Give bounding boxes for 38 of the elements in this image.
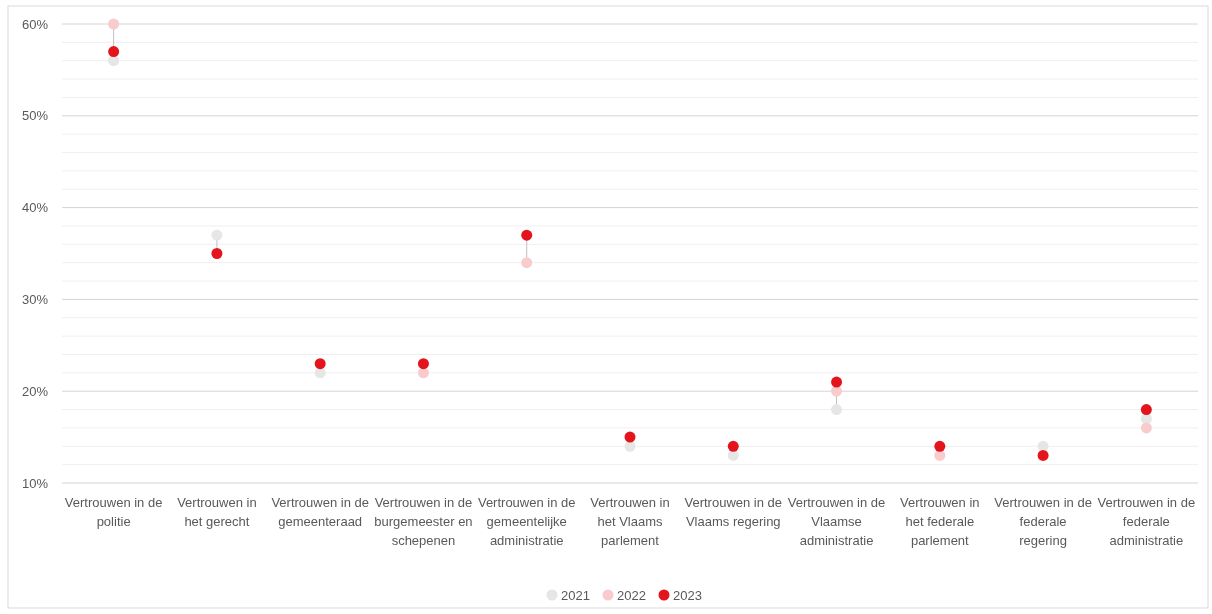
x-tick-label: Vertrouwen in de gemeentelijke administratie [477, 495, 576, 548]
point [211, 229, 223, 241]
x-tick-label: Vertrouwen in het gerecht [177, 495, 257, 529]
y-tick-label: 50% [21, 108, 49, 124]
x-tick-label: Vertrouwen in het federale parlement [900, 495, 980, 548]
y-tick-label: 10% [21, 475, 49, 491]
x-tick-label: Vertrouwen in de burgemeester en schepenen [374, 495, 473, 548]
point [521, 257, 533, 269]
y-tick-label: 20% [21, 383, 49, 399]
point [417, 367, 429, 379]
x-tick-label: Vertrouwen in de federale administratie [1097, 495, 1196, 548]
y-tick-label: 60% [21, 16, 49, 32]
x-tick-label: Vertrouwen in de federale regering [994, 495, 1092, 548]
point [108, 46, 120, 58]
point [1140, 422, 1152, 434]
point [417, 358, 429, 370]
point [624, 431, 636, 443]
point [727, 440, 739, 452]
x-tick-label: Vertrouwen in het Vlaams parlement [590, 495, 670, 548]
point [521, 229, 533, 241]
point [1140, 404, 1152, 416]
point [108, 55, 120, 67]
point [108, 18, 120, 30]
x-tick-label: Vertrouwen in de Vlaams regering [684, 495, 783, 529]
point [831, 404, 843, 416]
x-tick-label: Vertrouwen in de Vlaamse administratie [787, 495, 886, 548]
x-tick-label: Vertrouwen in de politie [64, 495, 163, 529]
y-tick-label: 40% [21, 200, 49, 216]
x-tick-label: Vertrouwen in de gemeenteraad [271, 495, 369, 529]
y-tick-label: 30% [21, 291, 49, 307]
legend-label: 2022 [617, 587, 646, 603]
legend-label: 2023 [673, 587, 702, 603]
point [934, 440, 946, 452]
point [831, 376, 843, 388]
legend-label: 2021 [561, 587, 590, 603]
point [1037, 449, 1049, 461]
point [314, 358, 326, 370]
point [211, 248, 223, 259]
